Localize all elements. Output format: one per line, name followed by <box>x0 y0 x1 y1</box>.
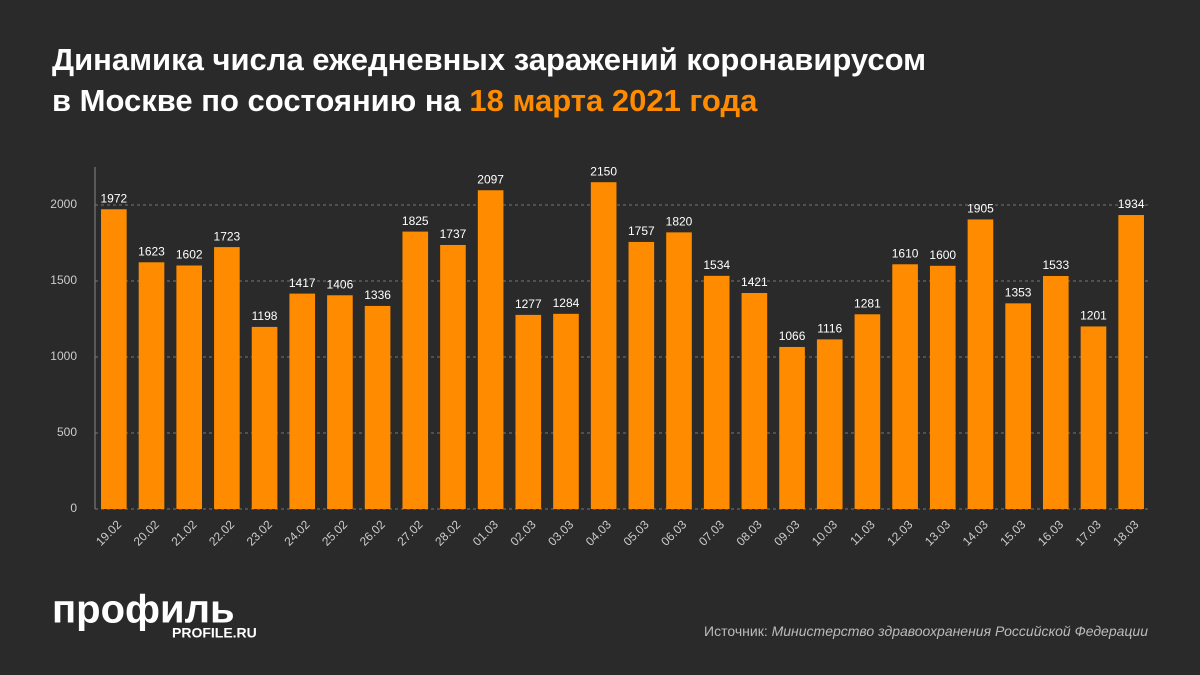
bar <box>515 314 542 509</box>
bar <box>440 244 466 509</box>
bar <box>967 219 994 509</box>
bar <box>138 262 165 509</box>
bar <box>666 232 692 510</box>
bar <box>703 275 730 509</box>
bar <box>779 346 805 509</box>
value-label: 1820 <box>666 215 693 229</box>
value-label: 1201 <box>1080 309 1107 323</box>
value-label: 1066 <box>779 329 806 343</box>
bar <box>327 295 353 509</box>
bar <box>741 293 768 509</box>
value-label: 2150 <box>590 164 617 178</box>
y-tick-label: 0 <box>70 501 77 515</box>
value-label: 1417 <box>289 276 316 290</box>
bar <box>477 190 504 510</box>
bar <box>1005 303 1031 509</box>
value-label: 1116 <box>817 322 842 336</box>
value-label: 1972 <box>100 191 127 205</box>
bar <box>929 265 956 509</box>
bar <box>101 209 127 510</box>
value-label: 1198 <box>252 309 278 323</box>
logo: профиль <box>52 588 235 632</box>
bar <box>1080 326 1107 509</box>
title-highlight: 18 марта 2021 года <box>469 83 758 118</box>
bar <box>1042 275 1069 509</box>
chart-title: Динамика числа ежедневных заражений коро… <box>52 42 926 77</box>
source: Источник: Министерство здравоохранения Р… <box>704 623 1148 639</box>
value-label: 1934 <box>1118 197 1145 211</box>
value-label: 1284 <box>553 296 580 310</box>
bar <box>289 293 316 509</box>
chart-title: в Москве по состоянию на 18 марта 2021 г… <box>52 83 758 118</box>
value-label: 1610 <box>892 246 919 260</box>
value-label: 1406 <box>327 277 354 291</box>
bar <box>590 182 617 509</box>
bar <box>214 247 240 509</box>
bar <box>892 264 918 509</box>
bar <box>816 339 843 509</box>
logo-url: PROFILE.RU <box>172 625 257 641</box>
value-label: 1600 <box>929 248 956 262</box>
source-text: Министерство здравоохранения Российской … <box>772 623 1149 639</box>
value-label: 2097 <box>477 172 504 186</box>
value-label: 1757 <box>628 224 655 238</box>
bar <box>176 265 203 509</box>
bar <box>364 305 391 509</box>
value-label: 1353 <box>1005 286 1032 300</box>
value-label: 1281 <box>854 296 881 310</box>
bar <box>1118 215 1144 510</box>
value-label: 1533 <box>1042 258 1069 272</box>
y-tick-label: 2000 <box>50 197 77 211</box>
value-label: 1825 <box>402 214 429 228</box>
value-label: 1737 <box>440 227 467 241</box>
title-part: в Москве по состоянию на <box>52 83 462 118</box>
bar <box>402 231 429 509</box>
value-label: 1336 <box>364 288 391 302</box>
value-label: 1534 <box>703 258 730 272</box>
value-label: 1723 <box>214 229 241 243</box>
value-label: 1602 <box>176 248 203 262</box>
bar <box>628 241 655 509</box>
bar <box>251 326 278 509</box>
value-label: 1277 <box>515 297 542 311</box>
y-tick-label: 1000 <box>50 349 77 363</box>
value-label: 1623 <box>138 244 165 258</box>
bar <box>553 313 579 509</box>
y-tick-label: 500 <box>57 425 77 439</box>
value-label: 1905 <box>967 202 994 216</box>
value-label: 1421 <box>741 275 768 289</box>
bar <box>854 314 881 509</box>
source-label: Источник: <box>704 623 768 639</box>
y-tick-label: 1500 <box>50 273 77 287</box>
